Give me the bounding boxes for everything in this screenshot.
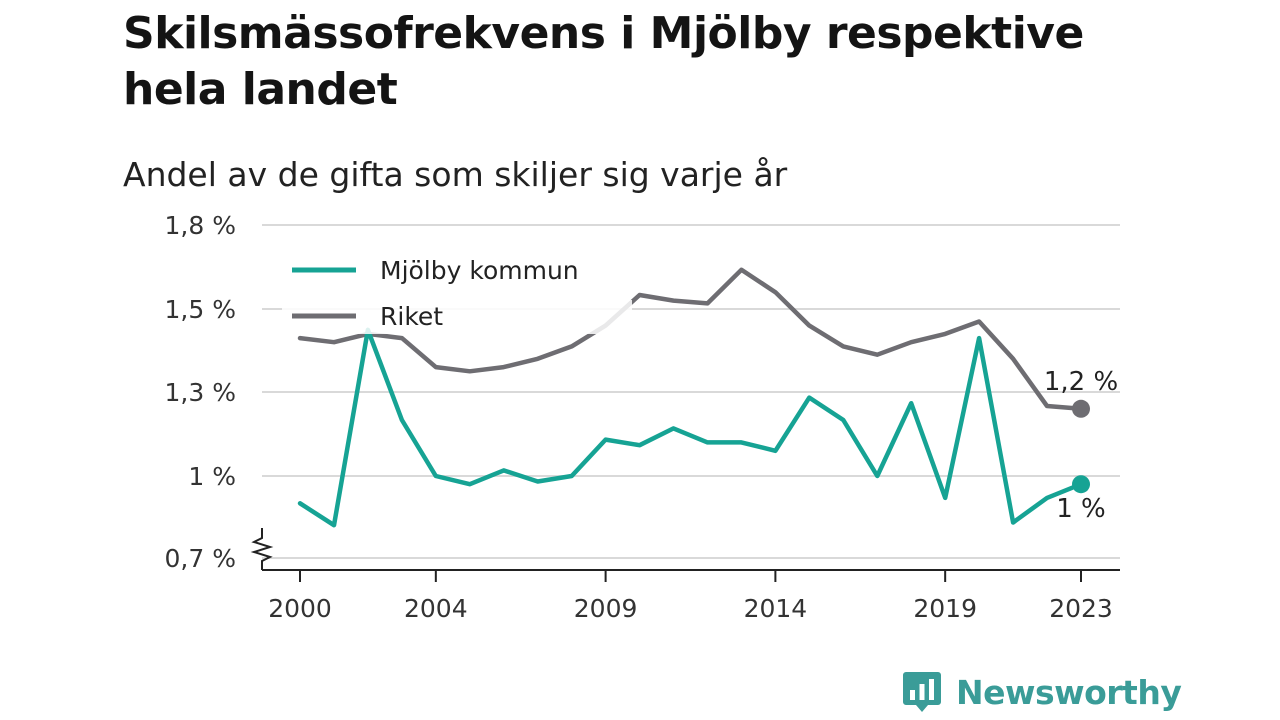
- chart-title: Skilsmässofrekvens i Mjölby respektive h…: [123, 8, 1084, 115]
- brand-name: Newsworthy: [956, 672, 1182, 712]
- x-tick-label: 2014: [744, 594, 808, 623]
- y-tick-label: 1,8 %: [165, 211, 236, 240]
- end-point: [1072, 475, 1090, 494]
- x-tick-label: 2019: [913, 594, 977, 623]
- y-tick-label: 1,3 %: [165, 378, 236, 407]
- end-point: [1072, 399, 1090, 418]
- legend-label: Mjölby kommun: [380, 256, 579, 285]
- end-label: 1,2 %: [1044, 367, 1118, 397]
- x-tick-label: 2000: [268, 594, 332, 623]
- x-tick-label: 2023: [1049, 594, 1113, 623]
- chart-subtitle: Andel av de gifta som skiljer sig varje …: [123, 155, 788, 194]
- newsworthy-logo: Newsworthy: [902, 670, 1182, 714]
- legend: Mjölby kommun Riket: [282, 254, 632, 334]
- legend-label: Riket: [380, 302, 443, 331]
- x-tick-label: 2009: [574, 594, 638, 623]
- series-line: [297, 267, 1084, 412]
- x-tick-label: 2004: [404, 594, 468, 623]
- end-label: 1 %: [1056, 494, 1106, 524]
- series-lines: [297, 267, 1084, 528]
- y-axis: 0,7 % 1 % 1,3 % 1,5 % 1,8 %: [165, 211, 274, 573]
- end-labels: 1 % 1,2 %: [1044, 367, 1118, 524]
- y-tick-label: 1 %: [188, 462, 236, 491]
- y-tick-label: 0,7 %: [165, 544, 236, 573]
- x-axis: 2000 2004 2009 2014 2019 2023: [262, 569, 1120, 623]
- series-line: [297, 327, 1084, 528]
- gridlines: [262, 224, 1120, 559]
- y-tick-label: 1,5 %: [165, 295, 236, 324]
- chart-bubble-icon: [903, 672, 941, 712]
- axis-break-icon: [250, 528, 274, 570]
